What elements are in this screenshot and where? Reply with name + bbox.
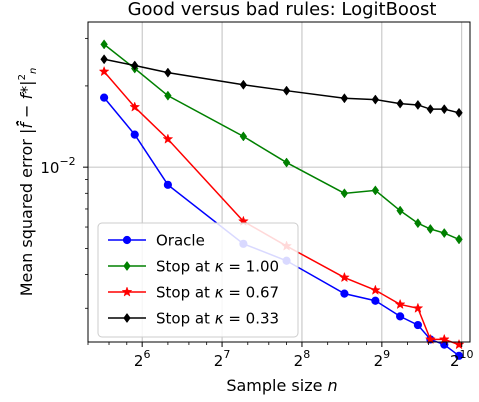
x-tick-label: 29 (374, 348, 391, 370)
data-point (453, 338, 465, 350)
data-point (340, 188, 349, 199)
data-point (130, 130, 139, 139)
y-tick-label: 10−2 (40, 155, 75, 177)
y-axis-label: Mean squared error |f̄̂ − f*|2n (16, 68, 39, 297)
data-point (371, 296, 380, 305)
legend-label: Stop at κ = 0.67 (156, 284, 279, 302)
data-point (396, 98, 404, 109)
legend-marker (122, 235, 132, 245)
x-tick-label: 28 (294, 348, 311, 370)
data-point (396, 205, 404, 216)
series-3 (100, 54, 463, 118)
data-point (440, 228, 448, 239)
data-point (239, 79, 248, 90)
data-point (426, 104, 435, 115)
data-point (340, 289, 349, 298)
data-point (413, 320, 423, 330)
legend: Oracle Stop at κ = 1.00 Stop at κ = 0.67 St… (97, 222, 299, 338)
data-point (454, 351, 464, 360)
data-point (340, 93, 349, 104)
legend-marker (123, 312, 131, 324)
x-axis-ticks: 26 27 28 29 210 (87, 342, 474, 370)
data-point (440, 104, 448, 115)
data-point (414, 218, 422, 229)
data-point (282, 157, 291, 168)
data-point (163, 180, 172, 189)
data-point (371, 94, 380, 105)
x-axis-label: Sample size n (226, 376, 337, 395)
data-point (239, 131, 248, 142)
data-point (129, 101, 141, 112)
x-tick-label: 27 (214, 348, 231, 370)
data-point (396, 312, 405, 321)
legend-label: Oracle (156, 232, 205, 250)
data-point (98, 65, 110, 77)
x-tick-label: 26 (134, 348, 151, 370)
data-point (282, 85, 291, 96)
legend-marker (121, 286, 133, 297)
data-point (394, 298, 406, 310)
legend-entry-0: Oracle (108, 232, 205, 250)
data-point (426, 223, 435, 235)
x-tick-label: 210 (450, 348, 474, 370)
legend-entry-2: Stop at κ = 0.67 (108, 284, 279, 302)
data-point (369, 284, 381, 295)
plot-frame (87, 21, 471, 343)
data-point (100, 93, 109, 102)
data-point (371, 185, 380, 196)
data-point (100, 54, 108, 65)
legend-label: Stop at κ = 1.00 (156, 258, 279, 276)
data-point (338, 271, 350, 283)
legend-marker (123, 260, 131, 272)
data-point (100, 39, 108, 50)
legend-entry-1: Stop at κ = 1.00 (108, 258, 279, 276)
plot-border (87, 21, 471, 343)
data-point (162, 133, 174, 144)
data-point (131, 60, 139, 71)
y-axis-ticks: 10−2 (40, 37, 88, 309)
legend-box (97, 222, 299, 338)
data-point (164, 67, 172, 78)
chart-title: Good versus bad rules: LogitBoost (128, 0, 437, 20)
data-point (164, 90, 172, 101)
series-line (103, 58, 460, 114)
data-point (412, 302, 424, 313)
data-point (414, 99, 422, 110)
data-point (455, 234, 463, 245)
series-line (103, 43, 460, 241)
legend-entry-3: Stop at κ = 0.33 (108, 310, 279, 328)
legend-label: Stop at κ = 0.33 (156, 310, 279, 328)
data-point (455, 107, 463, 118)
